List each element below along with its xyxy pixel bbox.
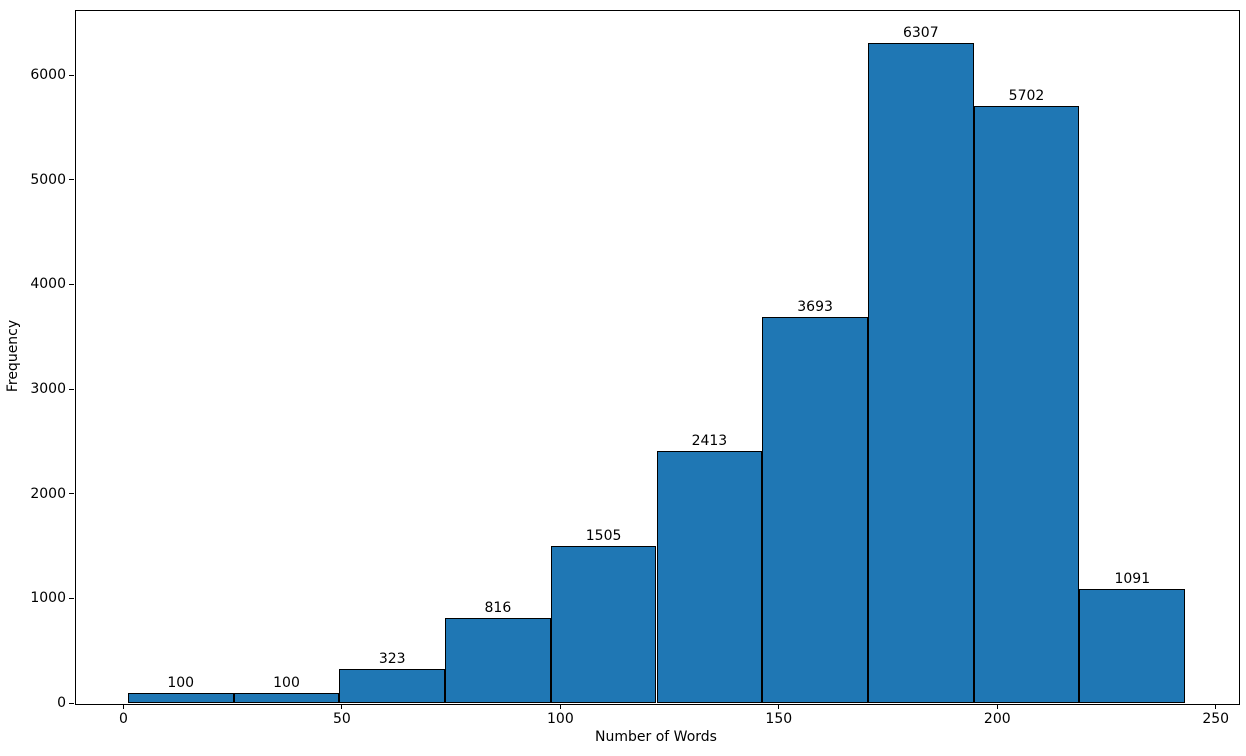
bar-value-label: 100: [167, 674, 195, 691]
y-tick-mark: [69, 597, 74, 599]
histogram-bar: [127, 692, 234, 703]
histogram-bar: [1079, 588, 1186, 703]
y-tick-label: 5000: [30, 171, 66, 188]
bar-value-label: 816: [484, 599, 512, 616]
y-tick-mark: [69, 74, 74, 76]
y-tick-label: 2000: [30, 485, 66, 502]
bar-value-label: 100: [273, 674, 300, 691]
y-tick-label: 6000: [30, 67, 66, 84]
histogram-bar: [868, 43, 974, 703]
bar-value-label: 1091: [1114, 570, 1151, 587]
histogram-bar: [550, 545, 657, 703]
y-tick-mark: [69, 283, 74, 285]
bar-value-label: 1505: [585, 527, 622, 544]
histogram-bar: [233, 692, 340, 703]
histogram-bar: [973, 106, 1080, 703]
x-tick-mark: [559, 704, 561, 709]
x-tick-label: 0: [119, 711, 128, 727]
x-tick-label: 50: [332, 711, 351, 727]
y-tick-label: 4000: [30, 276, 66, 293]
bar-value-label: 323: [378, 651, 406, 668]
x-tick-label: 250: [1202, 711, 1230, 727]
x-tick-label: 100: [547, 711, 574, 727]
x-tick-mark: [341, 704, 343, 709]
bar-value-label: 3693: [797, 298, 833, 315]
bar-value-label: 6307: [902, 25, 939, 41]
y-tick-mark: [69, 702, 74, 704]
x-tick-label: 150: [765, 711, 793, 727]
y-tick-mark: [69, 388, 74, 390]
y-tick-label: 3000: [30, 381, 66, 397]
x-axis-title: Number of Words: [595, 729, 717, 745]
x-tick-mark: [778, 704, 780, 709]
x-tick-mark: [1215, 704, 1217, 709]
x-tick-mark: [996, 704, 998, 709]
histogram-bar: [762, 316, 868, 703]
y-tick-label: 1000: [30, 590, 66, 607]
histogram-bar: [445, 617, 551, 703]
y-tick-mark: [69, 493, 74, 495]
x-tick-mark: [123, 704, 124, 709]
y-tick-label: 0: [57, 695, 66, 711]
histogram-bar: [656, 450, 763, 703]
histogram-bar: [339, 669, 445, 703]
x-tick-label: 200: [983, 711, 1011, 727]
y-tick-mark: [69, 179, 74, 181]
bar-value-label: 5702: [1008, 88, 1045, 105]
bar-value-label: 2413: [691, 432, 728, 449]
